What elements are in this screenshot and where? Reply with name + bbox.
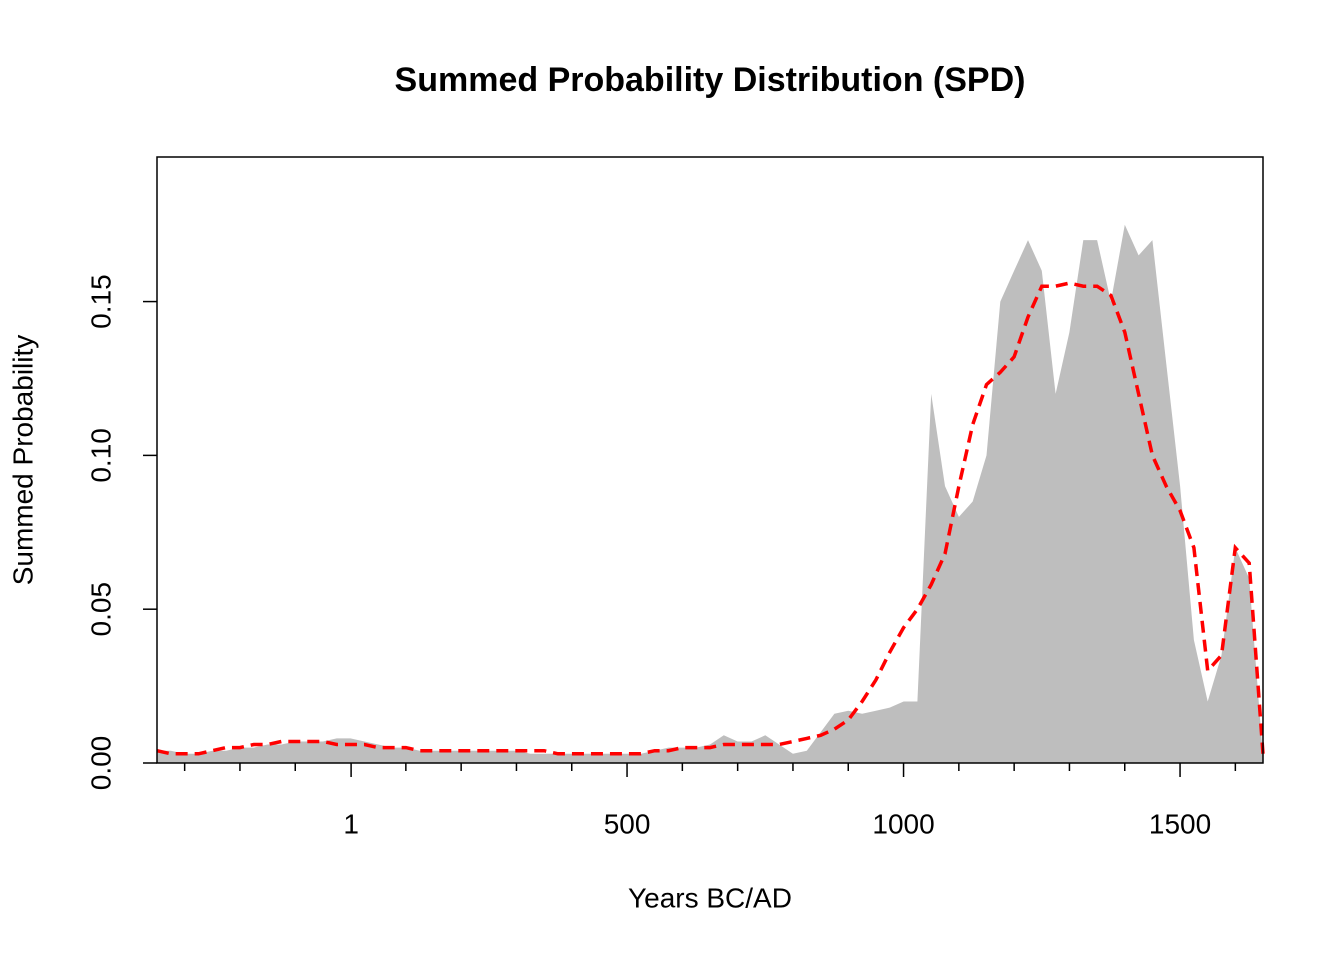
chart-title: Summed Probability Distribution (SPD) [395,61,1026,99]
y-axis-label: Summed Probability [7,335,38,586]
x-axis-label: Years BC/AD [628,882,792,913]
y-tick-label: 0.00 [85,736,116,791]
y-tick-label: 0.05 [85,582,116,637]
x-tick-label: 1000 [872,808,934,839]
plot-frame [156,156,1264,764]
spd-line [156,281,1265,756]
x-tick-label: 500 [604,808,651,839]
x-tick-label: 1 [343,808,359,839]
y-tick-label: 0.15 [85,274,116,329]
x-tick-label: 1500 [1149,808,1211,839]
spd-area [157,224,1263,763]
y-tick-label: 0.10 [85,428,116,483]
